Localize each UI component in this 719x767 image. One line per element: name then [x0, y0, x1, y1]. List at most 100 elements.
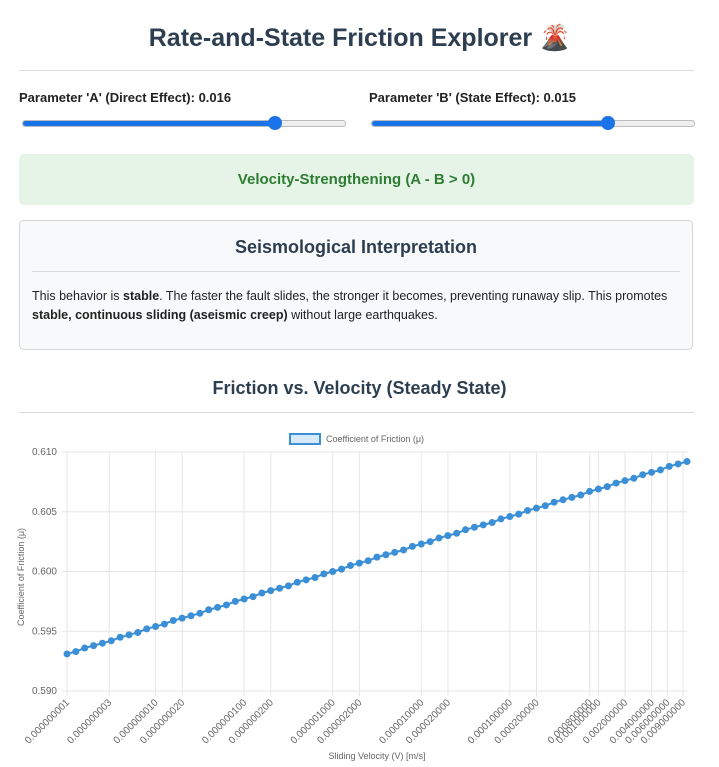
data-point: [541, 502, 549, 510]
divider: [19, 70, 694, 71]
slider-b[interactable]: [371, 116, 695, 130]
data-point: [364, 557, 372, 565]
data-point: [683, 458, 691, 466]
data-point: [320, 570, 328, 578]
data-point: [435, 534, 443, 542]
y-axis-title: Coefficient of Friction (μ): [16, 528, 26, 626]
data-point: [665, 462, 673, 470]
x-tick-label: 0.000010000: [377, 697, 426, 746]
data-point: [656, 466, 664, 474]
x-tick-label: 0.000000010: [112, 697, 161, 746]
data-point: [249, 593, 257, 601]
data-point: [355, 559, 363, 567]
data-point: [240, 595, 248, 603]
interpretation-text: This behavior is stable. The faster the …: [32, 287, 672, 325]
data-point: [488, 519, 496, 527]
legend-label: Coefficient of Friction (μ): [326, 434, 424, 444]
data-point: [302, 576, 310, 584]
data-point: [160, 620, 168, 628]
chart-title: Friction vs. Velocity (Steady State): [212, 378, 507, 398]
data-point: [169, 616, 177, 624]
data-point: [329, 568, 337, 575]
regime-banner: Velocity-Strengthening (A - B > 0): [19, 154, 694, 205]
slider-label: Parameter 'A' (Direct Effect): 0.016: [19, 90, 232, 105]
data-point: [470, 523, 478, 531]
data-point: [107, 637, 115, 645]
data-point: [400, 546, 408, 554]
data-point: [417, 540, 425, 548]
text: without large earthquakes.: [287, 308, 438, 322]
page-title: Rate-and-State Friction Explorer 🌋: [148, 24, 571, 52]
data-point: [72, 648, 80, 656]
data-point: [453, 529, 461, 537]
data-point: [426, 538, 434, 546]
x-axis-title: Sliding Velocity (V) [m/s]: [328, 751, 425, 761]
data-point: [630, 474, 638, 482]
data-point: [444, 532, 452, 540]
data-point: [267, 587, 275, 595]
data-point: [346, 562, 354, 570]
data-point: [621, 477, 629, 485]
text-bold: stable: [123, 289, 160, 303]
data-point: [276, 584, 284, 592]
data-point: [196, 609, 204, 617]
text: . The faster the fault slides, the stron…: [159, 289, 668, 303]
data-point: [603, 483, 611, 491]
y-tick-label: 0.600: [32, 567, 57, 578]
data-point: [382, 551, 390, 559]
data-point: [373, 553, 381, 561]
y-tick-label: 0.590: [32, 686, 57, 697]
data-point: [258, 589, 266, 597]
slider-a[interactable]: [22, 116, 346, 130]
legend-swatch: [289, 433, 321, 445]
data-point: [116, 633, 124, 641]
divider: [32, 271, 680, 272]
y-tick-label: 0.610: [32, 447, 57, 458]
data-point: [612, 479, 620, 487]
slider-label: Parameter 'B' (State Effect): 0.015: [369, 90, 577, 105]
x-tick-label: 0.000001000: [289, 697, 338, 746]
data-point: [497, 515, 505, 523]
data-point: [577, 491, 585, 499]
data-point: [594, 485, 602, 493]
data-point: [187, 612, 195, 620]
y-tick-label: 0.595: [32, 626, 57, 637]
x-tick-label: 0.000100000: [466, 697, 515, 746]
data-point: [524, 507, 532, 515]
data-point: [178, 614, 186, 622]
data-point: [152, 622, 160, 630]
interpretation-box: Seismological Interpretation This behavi…: [19, 220, 693, 350]
data-point: [284, 582, 292, 590]
y-tick-label: 0.605: [32, 507, 57, 518]
x-tick-label: 0.000000100: [200, 697, 249, 746]
data-point: [293, 578, 301, 586]
data-point: [143, 625, 151, 633]
data-point: [639, 471, 647, 479]
data-point: [586, 487, 594, 495]
x-tick-label: 0.000000003: [65, 697, 114, 746]
text: This behavior is: [32, 289, 124, 303]
data-point: [568, 493, 576, 501]
data-point: [98, 639, 106, 647]
data-point: [205, 606, 213, 614]
interpretation-heading: Seismological Interpretation: [234, 237, 478, 257]
data-point: [550, 498, 558, 506]
data-point: [515, 510, 523, 518]
data-point: [408, 542, 416, 550]
data-point: [648, 468, 656, 476]
data-point: [311, 573, 319, 581]
text-bold: stable, continuous sliding (aseismic cre…: [32, 308, 288, 322]
data-point: [506, 513, 514, 521]
data-point: [674, 460, 682, 468]
data-point: [462, 526, 470, 534]
data-point: [391, 548, 399, 556]
divider: [19, 412, 694, 413]
data-point: [63, 650, 71, 658]
data-point: [222, 601, 230, 609]
data-point: [559, 496, 567, 504]
data-point: [214, 603, 222, 611]
data-point: [125, 631, 133, 639]
chart: Coefficient of Friction (μ) Sliding Velo…: [16, 433, 691, 761]
data-point: [338, 565, 346, 573]
